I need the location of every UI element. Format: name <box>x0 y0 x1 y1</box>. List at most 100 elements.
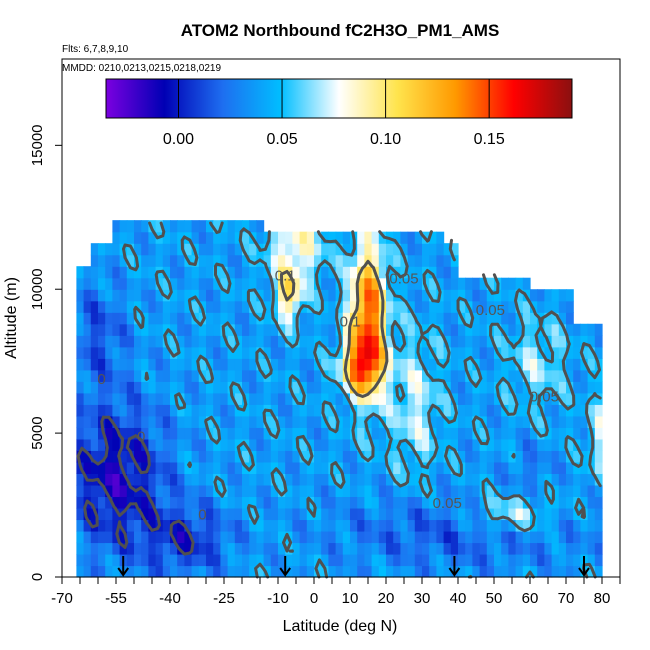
heatmap-cell <box>472 496 481 509</box>
heatmap-cell <box>364 519 373 532</box>
heatmap-cell <box>400 461 409 474</box>
heatmap-cell <box>213 289 221 302</box>
heatmap-cell <box>292 415 301 428</box>
heatmap-cell <box>479 473 488 486</box>
heatmap-cell <box>220 220 229 233</box>
heatmap-cell <box>213 404 221 417</box>
heatmap-cell <box>155 461 164 474</box>
heatmap-cell <box>436 266 445 279</box>
heatmap-cell <box>335 231 344 244</box>
heatmap-cell <box>400 415 409 428</box>
heatmap-cell <box>458 277 466 290</box>
heatmap-cell <box>508 565 517 578</box>
heatmap-cell <box>105 427 113 440</box>
heatmap-cell <box>342 438 351 451</box>
heatmap-cell <box>198 358 207 371</box>
heatmap-cell <box>177 438 185 451</box>
heatmap-cell <box>429 553 437 567</box>
heatmap-cell <box>364 323 373 336</box>
heatmap-cell <box>342 496 351 509</box>
heatmap-cell <box>573 415 581 428</box>
heatmap-cell <box>472 484 481 498</box>
heatmap-cell <box>472 507 481 521</box>
heatmap-cell <box>328 450 337 463</box>
heatmap-cell <box>566 484 574 498</box>
heatmap-cell <box>213 553 221 567</box>
heatmap-cell <box>278 346 286 359</box>
heatmap-cell <box>465 415 473 428</box>
heatmap-cell <box>494 438 502 451</box>
heatmap-cell <box>386 542 394 555</box>
heatmap-cell <box>443 266 452 279</box>
heatmap-cell <box>551 450 560 463</box>
heatmap-cell <box>594 346 603 359</box>
heatmap-cell <box>342 277 351 290</box>
heatmap-cell <box>530 530 538 544</box>
heatmap-cell <box>594 335 603 348</box>
heatmap-cell <box>594 392 603 405</box>
heatmap-cell <box>530 496 538 509</box>
heatmap-cell <box>184 484 193 498</box>
heatmap-cell <box>256 231 265 244</box>
heatmap-cell <box>148 473 157 486</box>
heatmap-cell <box>234 312 243 325</box>
heatmap-cell <box>386 530 394 544</box>
heatmap-cell <box>342 461 351 474</box>
heatmap-cell <box>458 427 466 440</box>
heatmap-cell <box>227 427 236 440</box>
heatmap-cell <box>263 473 272 486</box>
heatmap-cell <box>551 300 560 313</box>
heatmap-cell <box>249 415 257 428</box>
heatmap-cell <box>198 415 207 428</box>
contour-line <box>280 259 389 398</box>
heatmap-cell <box>270 369 279 382</box>
heatmap-cell <box>76 450 85 463</box>
heatmap-cell <box>177 530 185 544</box>
heatmap-cell <box>407 358 416 371</box>
heatmap-cell <box>472 461 481 474</box>
heatmap-cell <box>306 231 315 244</box>
heatmap-cell <box>321 312 329 325</box>
heatmap-cell <box>573 484 581 498</box>
heatmap-cell <box>443 335 452 348</box>
heatmap-cell <box>515 277 524 290</box>
heatmap-cell <box>407 519 416 532</box>
heatmap-cell <box>328 277 337 290</box>
heatmap-cell <box>155 565 164 578</box>
heatmap-cell <box>357 565 365 578</box>
heatmap-cell <box>393 358 401 371</box>
heatmap-cell <box>314 346 322 359</box>
heatmap-cell <box>594 484 603 498</box>
heatmap-cell <box>155 243 164 256</box>
x-tick-label: 80 <box>594 590 611 607</box>
heatmap-cell <box>558 530 567 544</box>
heatmap-cell <box>126 289 135 302</box>
heatmap-cell <box>450 335 459 348</box>
heatmap-cell <box>98 484 106 498</box>
heatmap-cell <box>537 392 545 405</box>
heatmap-cell <box>76 565 85 578</box>
heatmap-cell <box>479 289 488 302</box>
heatmap-cell <box>306 369 315 382</box>
heatmap-cell <box>263 392 272 405</box>
heatmap-cell <box>98 473 106 486</box>
heatmap-cell <box>472 335 481 348</box>
heatmap-cell <box>177 300 185 313</box>
heatmap-cell <box>321 530 329 544</box>
heatmap-cell <box>393 231 401 244</box>
heatmap-cell <box>162 415 171 428</box>
heatmap-cell <box>119 542 128 555</box>
heatmap-cell <box>98 312 106 325</box>
heatmap-cell <box>357 519 365 532</box>
heatmap-cell <box>177 335 185 348</box>
heatmap-cell <box>256 277 265 290</box>
heatmap-cell <box>170 438 178 451</box>
heatmap-cell <box>594 438 603 451</box>
heatmap-cell <box>119 300 128 313</box>
heatmap-cell <box>306 427 315 440</box>
heatmap-cell <box>551 404 560 417</box>
heatmap-cell <box>558 496 567 509</box>
heatmap-cell <box>458 473 466 486</box>
heatmap-cell <box>306 519 315 532</box>
heatmap-cell <box>414 312 423 325</box>
